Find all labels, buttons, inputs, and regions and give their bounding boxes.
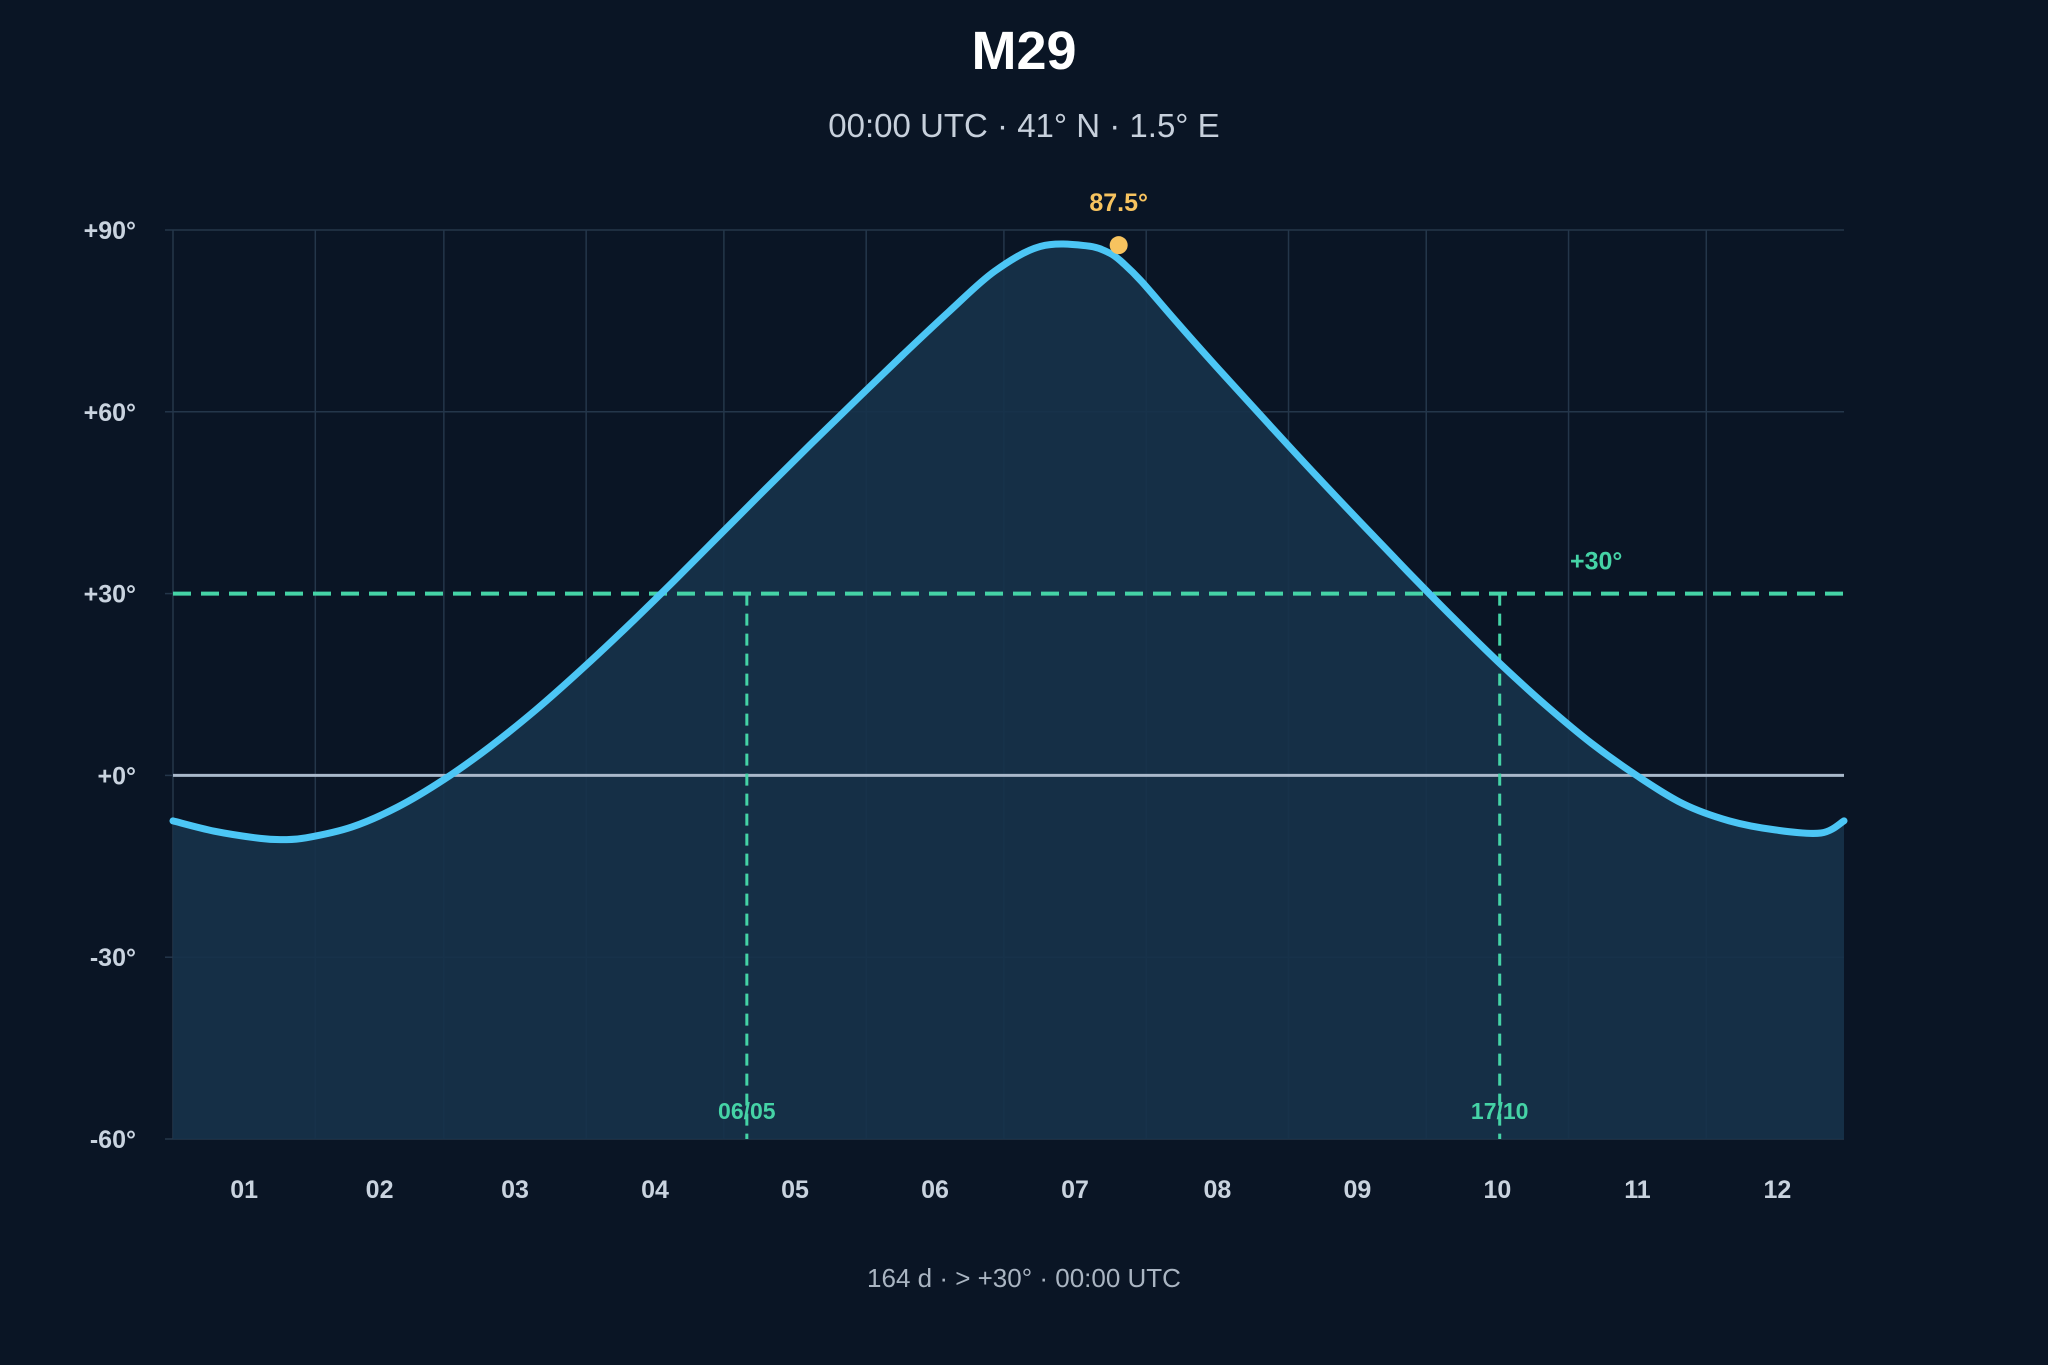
chart-annotations: +30° 06/05 17/10 87.5° — [718, 189, 1622, 1124]
x-tick-label: 09 — [1343, 1176, 1371, 1204]
y-tick-label: +60° — [84, 399, 136, 427]
x-tick-label: 08 — [1203, 1176, 1231, 1204]
x-tick-label: 07 — [1061, 1176, 1089, 1204]
axis-ticks: +90° +60° +30° +0° -30° -60° 01 02 03 04 05 06 07 08 0… — [84, 217, 1792, 1204]
chart-title: M29 — [971, 21, 1076, 81]
y-tick-label: +0° — [97, 762, 136, 790]
chart-subtitle: 00:00 UTC · 41° N · 1.5° E — [828, 107, 1219, 144]
y-tick-label: +30° — [84, 581, 136, 609]
x-tick-label: 12 — [1764, 1176, 1792, 1204]
x-tick-label: 05 — [781, 1176, 809, 1204]
x-tick-label: 03 — [501, 1176, 529, 1204]
altitude-curve — [169, 240, 1848, 844]
y-tick-label: -60° — [90, 1126, 136, 1154]
threshold-label: +30° — [1570, 548, 1622, 576]
chart-footer: 164 d · > +30° · 00:00 UTC — [867, 1263, 1181, 1293]
x-tick-label: 01 — [230, 1176, 258, 1204]
peak-marker — [1109, 236, 1128, 255]
y-tick-label: -30° — [90, 944, 136, 972]
x-tick-label: 10 — [1483, 1176, 1511, 1204]
x-tick-label: 04 — [641, 1176, 669, 1204]
x-tick-label: 11 — [1624, 1176, 1651, 1204]
altitude-area-fill — [173, 243, 1844, 1139]
crossing-date-label: 17/10 — [1471, 1098, 1529, 1124]
peak-label: 87.5° — [1089, 189, 1148, 217]
y-tick-label: +90° — [84, 217, 136, 245]
x-tick-label: 06 — [921, 1176, 949, 1204]
crossing-date-label: 06/05 — [718, 1098, 776, 1124]
x-tick-label: 02 — [366, 1176, 394, 1204]
